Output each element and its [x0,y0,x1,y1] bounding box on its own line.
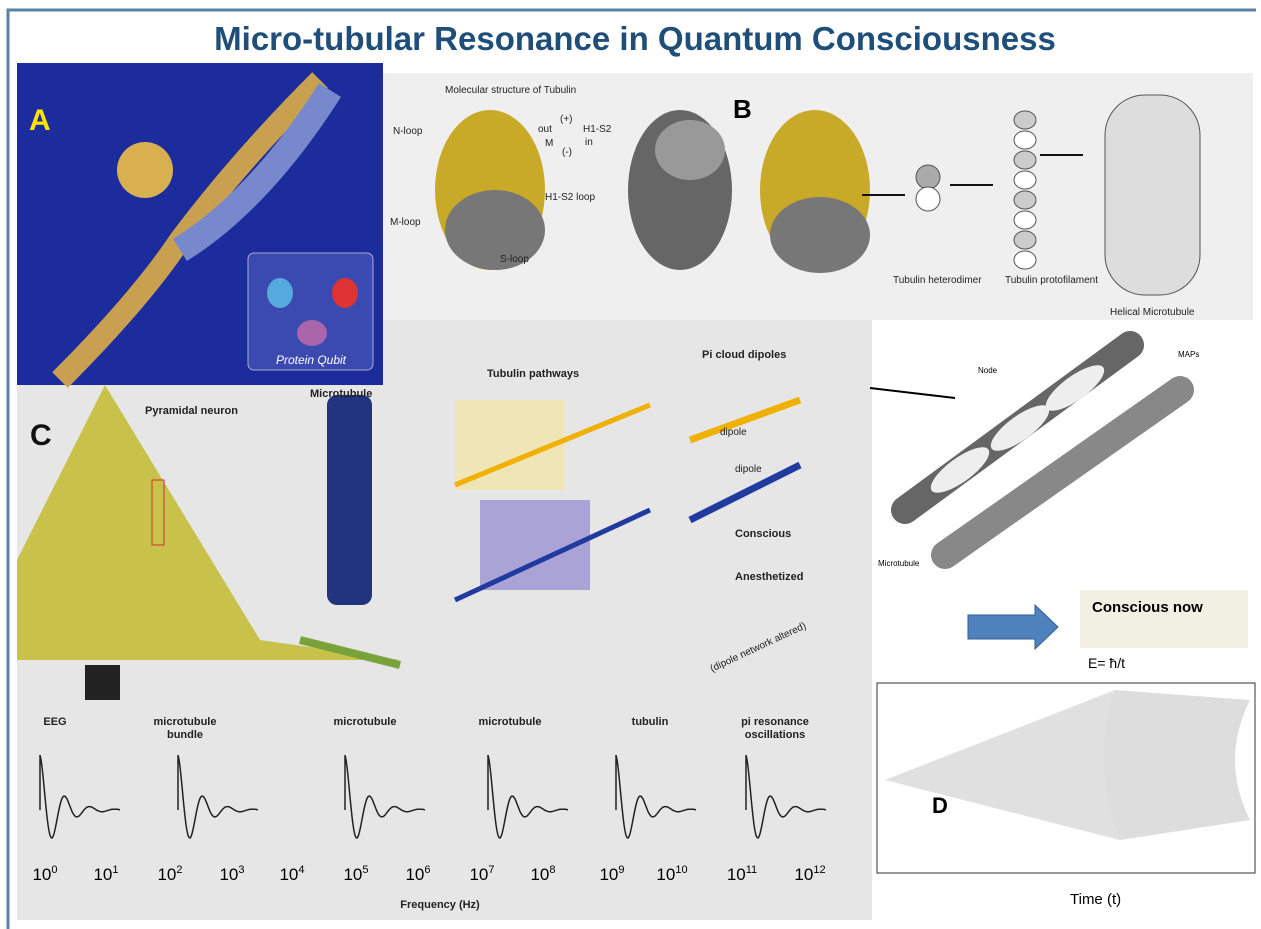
axis-label: (-) [562,147,572,158]
tick-base: 10 [656,865,675,884]
axis-label: in [585,137,593,148]
d-xlabel: Time (t) [1070,891,1121,908]
title: Micro-tubular Resonance in Quantum Consc… [214,20,1056,57]
figure: Micro-tubular Resonance in Quantum Consc… [0,0,1261,929]
spectrum-header: microtubule [334,716,397,728]
loop-label: M-loop [390,217,421,228]
stage-label: Tubulin protofilament [1005,275,1098,286]
c-label: Tubulin pathways [487,368,579,380]
spectrum-header-line: pi resonance [741,716,809,728]
frequency-label: Frequency (Hz) [400,899,480,911]
tick-base: 10 [405,865,424,884]
stage-label: Helical Microtubule [1110,307,1195,318]
mt-label: Microtubule [878,559,920,568]
tick-exp: 3 [238,864,244,876]
spectrum-header: EEG [43,716,66,728]
tick-exp: 10 [675,864,687,876]
tick-base: 10 [157,865,176,884]
tick-base: 10 [279,865,298,884]
loop-label: N-loop [393,126,423,137]
tick-base: 10 [599,865,618,884]
c-label: Anesthetized [735,571,803,583]
c-label: dipole [720,427,747,438]
tick-base: 10 [794,865,813,884]
tick-exp: 8 [549,864,555,876]
tick-exp: 1 [112,864,118,876]
tick-exp: 12 [813,864,825,876]
d-letter: D [932,793,948,818]
tick-base: 10 [343,865,362,884]
mt-image [872,320,1240,585]
equation: E= ħ/t [1088,655,1125,671]
tick-base: 10 [32,865,51,884]
tick-exp: 2 [176,864,182,876]
b-letter: B [733,94,752,124]
axis-label: M [545,138,553,149]
spectrum-header-line: microtubule [154,716,217,728]
c-label: Microtubule [310,388,372,400]
spectrum-header: tubulin [632,716,669,728]
tick-base: 10 [93,865,112,884]
tick-base: 10 [469,865,488,884]
tick-exp: 7 [488,864,494,876]
c-label: Pyramidal neuron [145,405,238,417]
loop-label: S-loop [500,254,529,265]
c-label: Pi cloud dipoles [702,349,786,361]
tick-base: 10 [219,865,238,884]
axis-label: out [538,124,552,135]
tick-exp: 5 [362,864,368,876]
tick-exp: 4 [298,864,304,876]
c-label: Conscious [735,528,791,540]
tick-exp: 6 [424,864,430,876]
a-caption: Protein Qubit [276,353,347,367]
c-label: dipole [735,464,762,475]
conscious-label: Conscious now [1092,599,1203,616]
loop-label: H1-S2 loop [545,192,595,203]
c-letter: C [30,419,52,452]
tick-exp: 9 [618,864,624,876]
tick-base: 10 [530,865,549,884]
tick-exp: 11 [746,864,757,876]
stage-label: Tubulin heterodimer [893,275,982,286]
spectrum-header: microtubule [479,716,542,728]
mt-label: Node [978,366,998,375]
axis-label: H1-S2 [583,124,612,135]
mt-label: MAPs [1178,350,1199,359]
tick-exp: 0 [51,864,57,876]
tick-base: 10 [727,865,746,884]
a-letter: A [29,104,51,137]
axis-label: (+) [560,114,573,125]
spectrum-header-line: oscillations [745,729,806,741]
spectrum-header-line: bundle [167,729,203,741]
b-heading: Molecular structure of Tubulin [445,85,576,96]
